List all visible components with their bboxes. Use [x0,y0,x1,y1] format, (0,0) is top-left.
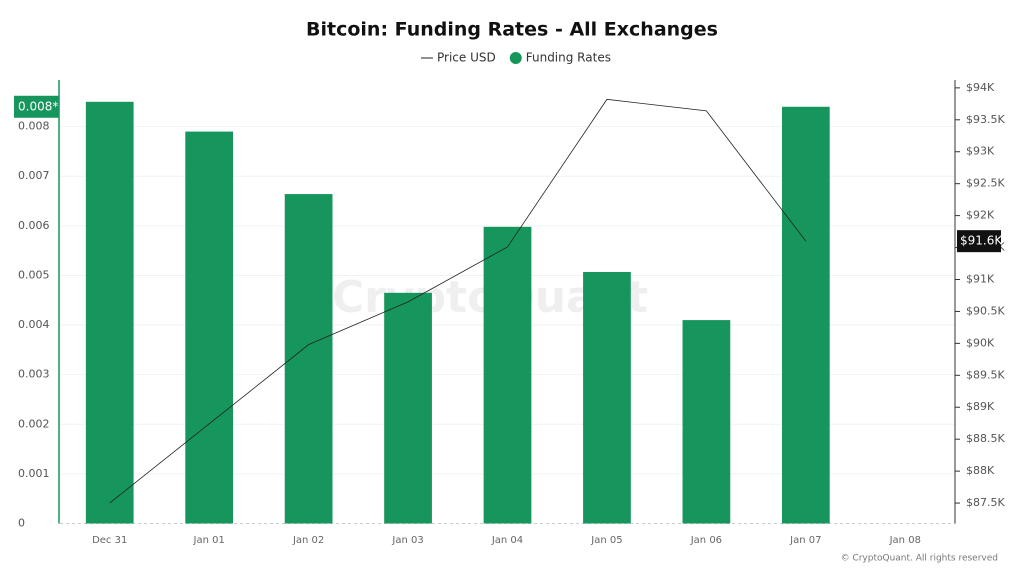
y2-tick-label: $90.5K [966,304,1005,317]
y2-tick-label: $89K [966,400,995,413]
y-tick-label: 0.005 [18,268,50,281]
price-line [109,98,807,504]
y2-tick-label: $88.5K [966,432,1005,445]
x-tick-label: Jan 03 [391,535,423,546]
y2-tick-label: $87.5K [966,496,1005,509]
x-tick-label: Jan 06 [690,535,722,546]
y2-tick-label: $88K [966,464,995,477]
y-tick-label: 0.003 [18,368,50,381]
bar [682,320,731,524]
y-badge-box [14,95,59,118]
y2-tick-label: $93K [966,145,995,158]
legend-swatch [509,52,522,64]
x-tick-label: Jan 05 [590,535,622,546]
y-tick-label: 0.008 [18,120,50,133]
y2-tick-label: $93.5K [966,113,1005,126]
chart-title: Bitcoin: Funding Rates - All Exchanges [306,19,718,41]
y-tick-label: 0.002 [18,417,50,430]
legend-label: Price USD [437,51,496,65]
y-tick-label: 0.007 [18,169,50,182]
footer: © CryptoQuant. All rights reserved [841,554,998,564]
y2-tick-label: $90K [966,336,995,349]
y2-tick-label: $92.5K [966,177,1005,190]
y-tick-label: 0 [18,517,25,530]
bar [483,226,532,524]
bar [583,271,631,524]
y2-badge-box [957,230,1001,253]
x-tick-label: Jan 04 [491,535,523,546]
bar [284,194,333,524]
bar [384,292,432,524]
x-tick-label: Jan 08 [889,535,921,546]
bar [781,106,830,524]
y-tick-label: 0.001 [18,467,50,480]
bar [85,101,134,524]
x-tick-label: Dec 31 [92,535,127,546]
y2-tick-label: $92K [966,209,995,222]
y2-tick-label: $91K [966,272,995,285]
x-tick-label: Jan 01 [193,535,225,546]
bar [185,131,234,524]
y-tick-label: 0.004 [18,318,50,331]
y2-tick-label: $89.5K [966,368,1005,381]
x-tick-label: Jan 07 [789,535,821,546]
y2-badge: $91.6K [960,234,1003,248]
y2-tick-label: $94K [966,81,995,94]
y-badge: 0.008* [18,99,58,113]
x-tick-label: Jan 02 [292,535,324,546]
legend-label: Funding Rates [526,51,611,65]
y-tick-label: 0.006 [18,219,50,232]
